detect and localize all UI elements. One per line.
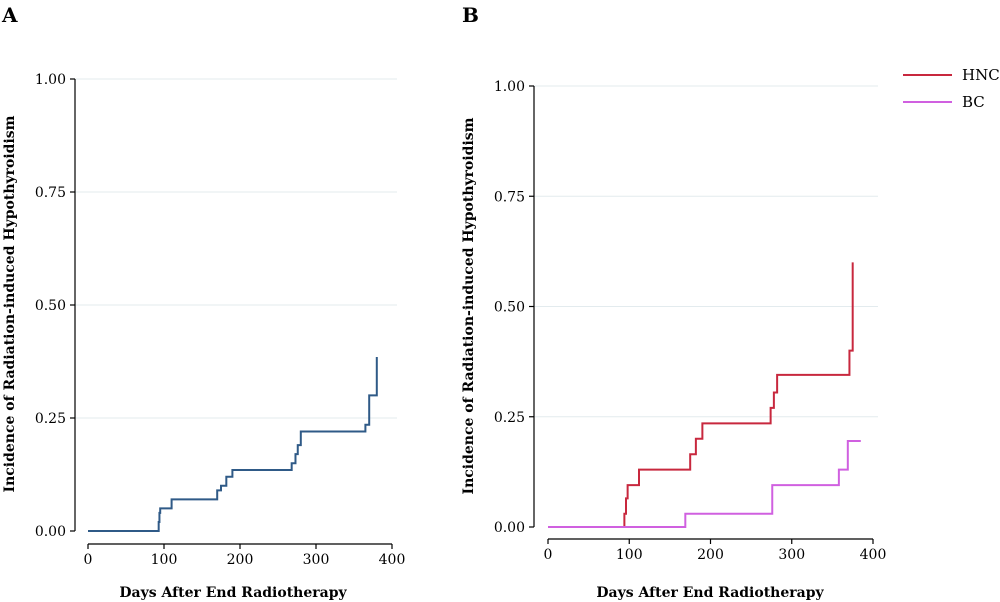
legend-label-hnc: HNC bbox=[962, 66, 1000, 84]
panel-a-x-tick-label: 100 bbox=[151, 552, 178, 568]
panel-a-y-tick-label: 0.00 bbox=[35, 524, 66, 540]
panel-b-y-tick-label: 0.00 bbox=[494, 520, 525, 536]
panel-a-x-axis-title: Days After End Radiotherapy bbox=[119, 585, 347, 601]
panel-b-series bbox=[548, 262, 861, 528]
panel-a-gridlines bbox=[75, 78, 397, 419]
panel-a-x-tick-label: 200 bbox=[227, 552, 254, 568]
panel-b-x-axis-title: Days After End Radiotherapy bbox=[596, 585, 824, 601]
panel-a-y-axis-title: Incidence of Radiation-induced Hypothyro… bbox=[2, 115, 18, 492]
panel-a-x-tick-label: 0 bbox=[84, 552, 93, 568]
panel-b-x-tick-label: 100 bbox=[616, 547, 643, 563]
panel-b-x-tick-label: 200 bbox=[697, 547, 724, 563]
panel-b-y-tick-label: 1.00 bbox=[494, 79, 525, 95]
panel-b-x-tick-label: 0 bbox=[544, 547, 553, 563]
panel-a-axes: 0.00 0.25 0.50 0.75 1.00 0 100 200 300 400 bbox=[35, 72, 406, 568]
panel-a-series bbox=[88, 356, 378, 532]
panel-b: B 0.00 0.25 0.50 0.75 1.00 0 100 200 300 400 Days… bbox=[461, 3, 886, 601]
panel-a-letter: A bbox=[1, 3, 18, 27]
panel-b-y-axis-title: Incidence of Radiation-induced Hypothyro… bbox=[461, 117, 477, 494]
panel-b-legend: HNC BC bbox=[903, 66, 1000, 111]
panel-b-axes: 0.00 0.25 0.50 0.75 1.00 0 100 200 300 400 bbox=[494, 79, 887, 563]
panel-b-x-tick-label: 300 bbox=[778, 547, 805, 563]
panel-b-y-tick-label: 0.50 bbox=[494, 300, 525, 316]
panel-a-y-tick-label: 1.00 bbox=[35, 72, 66, 88]
panel-b-y-tick-label: 0.25 bbox=[494, 410, 525, 426]
panel-a-series-line-incidence bbox=[88, 356, 378, 532]
panel-a-x-tick-label: 300 bbox=[303, 552, 330, 568]
panel-a-y-tick-label: 0.50 bbox=[35, 298, 66, 314]
panel-a-y-tick-label: 0.75 bbox=[35, 185, 66, 201]
panel-a: A 0.00 0.25 0.50 0.75 1.00 0 100 200 300 400 Days… bbox=[1, 3, 405, 601]
panel-b-series-line-hnc bbox=[548, 262, 854, 528]
panel-b-series-line-bc bbox=[548, 440, 861, 528]
panel-b-gridlines bbox=[534, 85, 878, 418]
legend-label-bc: BC bbox=[962, 93, 985, 111]
panel-b-y-tick-label: 0.75 bbox=[494, 189, 525, 205]
panel-a-y-tick-label: 0.25 bbox=[35, 411, 66, 427]
panel-b-letter: B bbox=[462, 3, 479, 27]
panel-b-x-tick-label: 400 bbox=[860, 547, 887, 563]
panel-a-x-tick-label: 400 bbox=[379, 552, 406, 568]
